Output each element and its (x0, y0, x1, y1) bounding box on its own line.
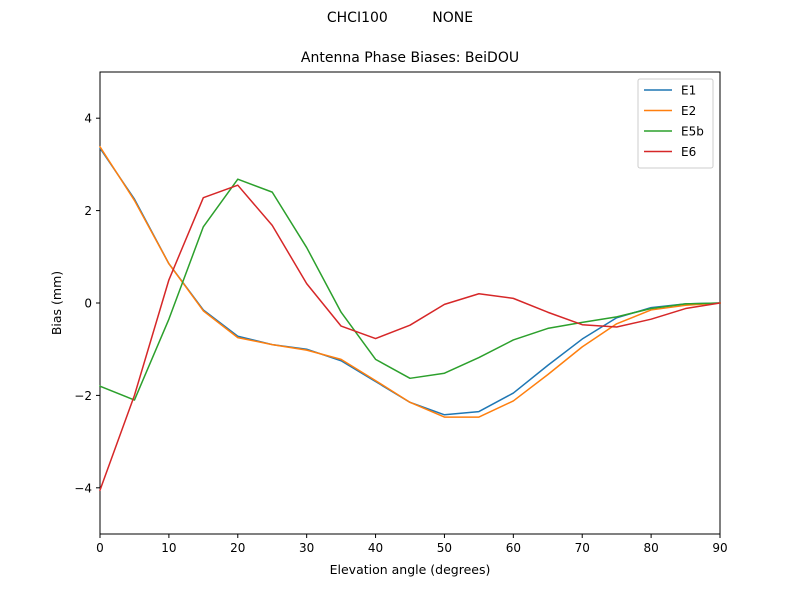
y-axis-ticks: −4 −2 0 2 4 (74, 112, 100, 495)
x-axis-ticks: 0 10 20 30 40 50 60 70 80 90 (96, 534, 728, 555)
x-tick-label: 20 (230, 541, 245, 555)
x-tick-label: 60 (506, 541, 521, 555)
x-tick-label: 80 (643, 541, 658, 555)
plot-area-frame (99, 71, 721, 535)
y-tick-label: −4 (74, 481, 92, 495)
y-tick-label: 2 (84, 204, 92, 218)
series-layer (98, 145, 721, 492)
x-tick-label: 40 (368, 541, 383, 555)
x-tick-label: 30 (299, 541, 314, 555)
legend: E1 E2 E5b E6 (637, 78, 714, 169)
y-axis-label: Bias (mm) (49, 271, 64, 335)
x-tick-label: 50 (437, 541, 452, 555)
figure-suptitle: CHCI100 NONE (326, 10, 474, 26)
chart-title: Antenna Phase Biases: BeiDOU (300, 50, 520, 66)
legend-label-e2: E2 (681, 104, 696, 118)
legend-label-e6: E6 (681, 145, 696, 159)
series-line-e2 (98, 145, 721, 418)
series-line-e6 (99, 184, 721, 492)
legend-label-e1: E1 (681, 84, 696, 98)
y-tick-label: 0 (84, 297, 92, 311)
series-line-e1 (98, 147, 721, 416)
y-tick-label: 4 (84, 112, 92, 126)
legend-box (637, 78, 714, 169)
x-tick-label: 0 (96, 541, 104, 555)
x-tick-label: 90 (712, 541, 727, 555)
series-line-e5b (99, 178, 721, 401)
x-axis-label: Elevation angle (degrees) (330, 562, 491, 577)
x-tick-label: 70 (575, 541, 590, 555)
x-tick-label: 10 (161, 541, 176, 555)
y-tick-label: −2 (74, 389, 92, 403)
legend-label-e5b: E5b (681, 125, 704, 139)
